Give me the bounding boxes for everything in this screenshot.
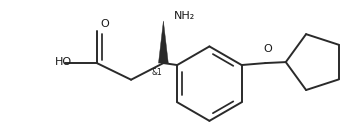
Text: HO: HO [55,57,72,67]
Text: NH₂: NH₂ [174,11,195,21]
Text: O: O [264,44,273,54]
Text: &1: &1 [152,68,162,77]
Polygon shape [158,21,168,63]
Text: O: O [100,19,109,29]
